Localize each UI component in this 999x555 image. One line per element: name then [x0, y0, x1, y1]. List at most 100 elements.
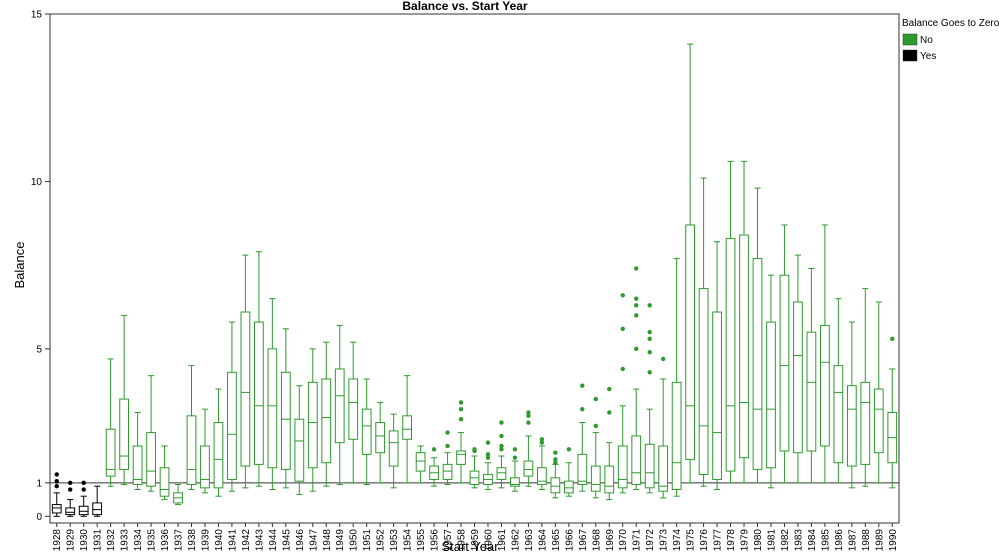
outlier-point — [472, 447, 477, 452]
box-1942 — [240, 254, 251, 489]
outlier-point — [566, 447, 572, 452]
x-tick-label: 1959 — [470, 529, 481, 552]
box-1946 — [294, 385, 305, 496]
outlier-point — [593, 423, 598, 429]
box-iqr — [617, 445, 628, 489]
box-iqr — [766, 321, 776, 469]
box-iqr — [590, 465, 601, 492]
outlier-point — [526, 410, 531, 415]
box-1936 — [159, 445, 170, 501]
box-iqr — [415, 452, 426, 472]
x-tick-label: 1953 — [389, 529, 400, 552]
outlier-point — [634, 346, 639, 352]
outlier-point — [620, 366, 625, 372]
outlier-point — [607, 386, 612, 392]
box-1929 — [65, 480, 76, 517]
box-iqr — [267, 348, 278, 469]
x-tick-label: 1982 — [780, 529, 791, 552]
box-1944 — [267, 298, 278, 491]
x-tick-label: 1990 — [888, 529, 899, 552]
outlier-point — [499, 433, 504, 439]
y-tick-label: 15 — [31, 10, 43, 21]
box-1969 — [604, 386, 615, 501]
box-iqr — [361, 408, 372, 455]
box-1934 — [132, 411, 143, 491]
x-tick-label: 1989 — [874, 529, 885, 552]
box-iqr — [644, 443, 655, 489]
box-iqr — [563, 480, 574, 494]
outlier-point — [660, 356, 666, 362]
x-tick-label: 1964 — [537, 529, 548, 552]
box-1960 — [483, 440, 493, 491]
x-tick-label: 1928 — [52, 529, 63, 552]
x-tick-label: 1983 — [793, 529, 804, 552]
box-1957 — [442, 430, 453, 485]
outlier-point — [68, 480, 73, 486]
outlier-point — [607, 410, 612, 415]
box-iqr — [442, 463, 453, 480]
box-iqr — [348, 378, 359, 440]
box-1970 — [617, 293, 628, 494]
x-tick-label: 1962 — [510, 529, 521, 552]
box-1986 — [833, 298, 844, 484]
box-1967 — [577, 383, 588, 492]
outlier-point — [499, 420, 504, 425]
box-1941 — [227, 321, 237, 492]
x-tick-label: 1985 — [820, 529, 831, 552]
box-1971 — [631, 266, 642, 491]
box-1952 — [375, 401, 386, 484]
box-iqr — [375, 422, 386, 454]
box-1959 — [469, 447, 480, 489]
box-iqr — [631, 435, 642, 485]
x-tick-label: 1986 — [834, 529, 845, 552]
outlier-point — [620, 293, 625, 298]
box-iqr — [604, 465, 615, 494]
box-1963 — [523, 410, 534, 487]
x-tick-label: 1960 — [483, 529, 494, 552]
box-1947 — [307, 348, 318, 492]
outlier-point — [431, 447, 437, 452]
y-tick-label: 5 — [36, 344, 42, 355]
box-iqr — [523, 460, 534, 477]
x-tick-label: 1947 — [308, 529, 319, 552]
box-iqr — [779, 274, 790, 452]
box-iqr — [873, 388, 884, 454]
box-iqr — [833, 365, 844, 464]
box-iqr — [510, 477, 520, 487]
outlier-point — [512, 447, 518, 452]
box-1950 — [348, 341, 359, 484]
box-1939 — [200, 408, 210, 494]
x-tick-label: 1931 — [93, 529, 104, 552]
legend: Balance Goes to Zero No Yes — [902, 18, 999, 62]
box-iqr — [186, 415, 197, 485]
box-iqr — [712, 311, 722, 480]
box-iqr — [550, 477, 561, 494]
outlier-point — [553, 460, 558, 465]
box-iqr — [725, 237, 736, 472]
x-tick-label: 1958 — [457, 529, 468, 552]
outlier-point — [580, 383, 585, 388]
outlier-point — [539, 440, 545, 445]
box-1940 — [213, 388, 224, 497]
x-tick-label: 1973 — [659, 529, 670, 552]
box-iqr — [739, 234, 749, 459]
box-1954 — [402, 375, 412, 484]
box-iqr — [577, 453, 588, 485]
box-iqr — [200, 445, 210, 489]
x-tick-label: 1965 — [551, 529, 562, 552]
box-iqr — [537, 467, 547, 485]
x-tick-label: 1976 — [699, 529, 710, 552]
x-tick-label: 1979 — [740, 529, 751, 552]
y-tick-label: 10 — [31, 177, 43, 188]
box-1933 — [119, 314, 129, 485]
box-1977 — [712, 241, 722, 491]
x-tick-label: 1952 — [376, 529, 387, 552]
box-1978 — [725, 160, 736, 484]
box-1972 — [644, 303, 655, 494]
box-1955 — [415, 445, 426, 484]
x-tick-label: 1988 — [861, 529, 872, 552]
x-tick-label: 1981 — [766, 529, 777, 552]
x-tick-label: 1975 — [686, 529, 697, 552]
y-axis-label: Balance — [12, 242, 27, 289]
